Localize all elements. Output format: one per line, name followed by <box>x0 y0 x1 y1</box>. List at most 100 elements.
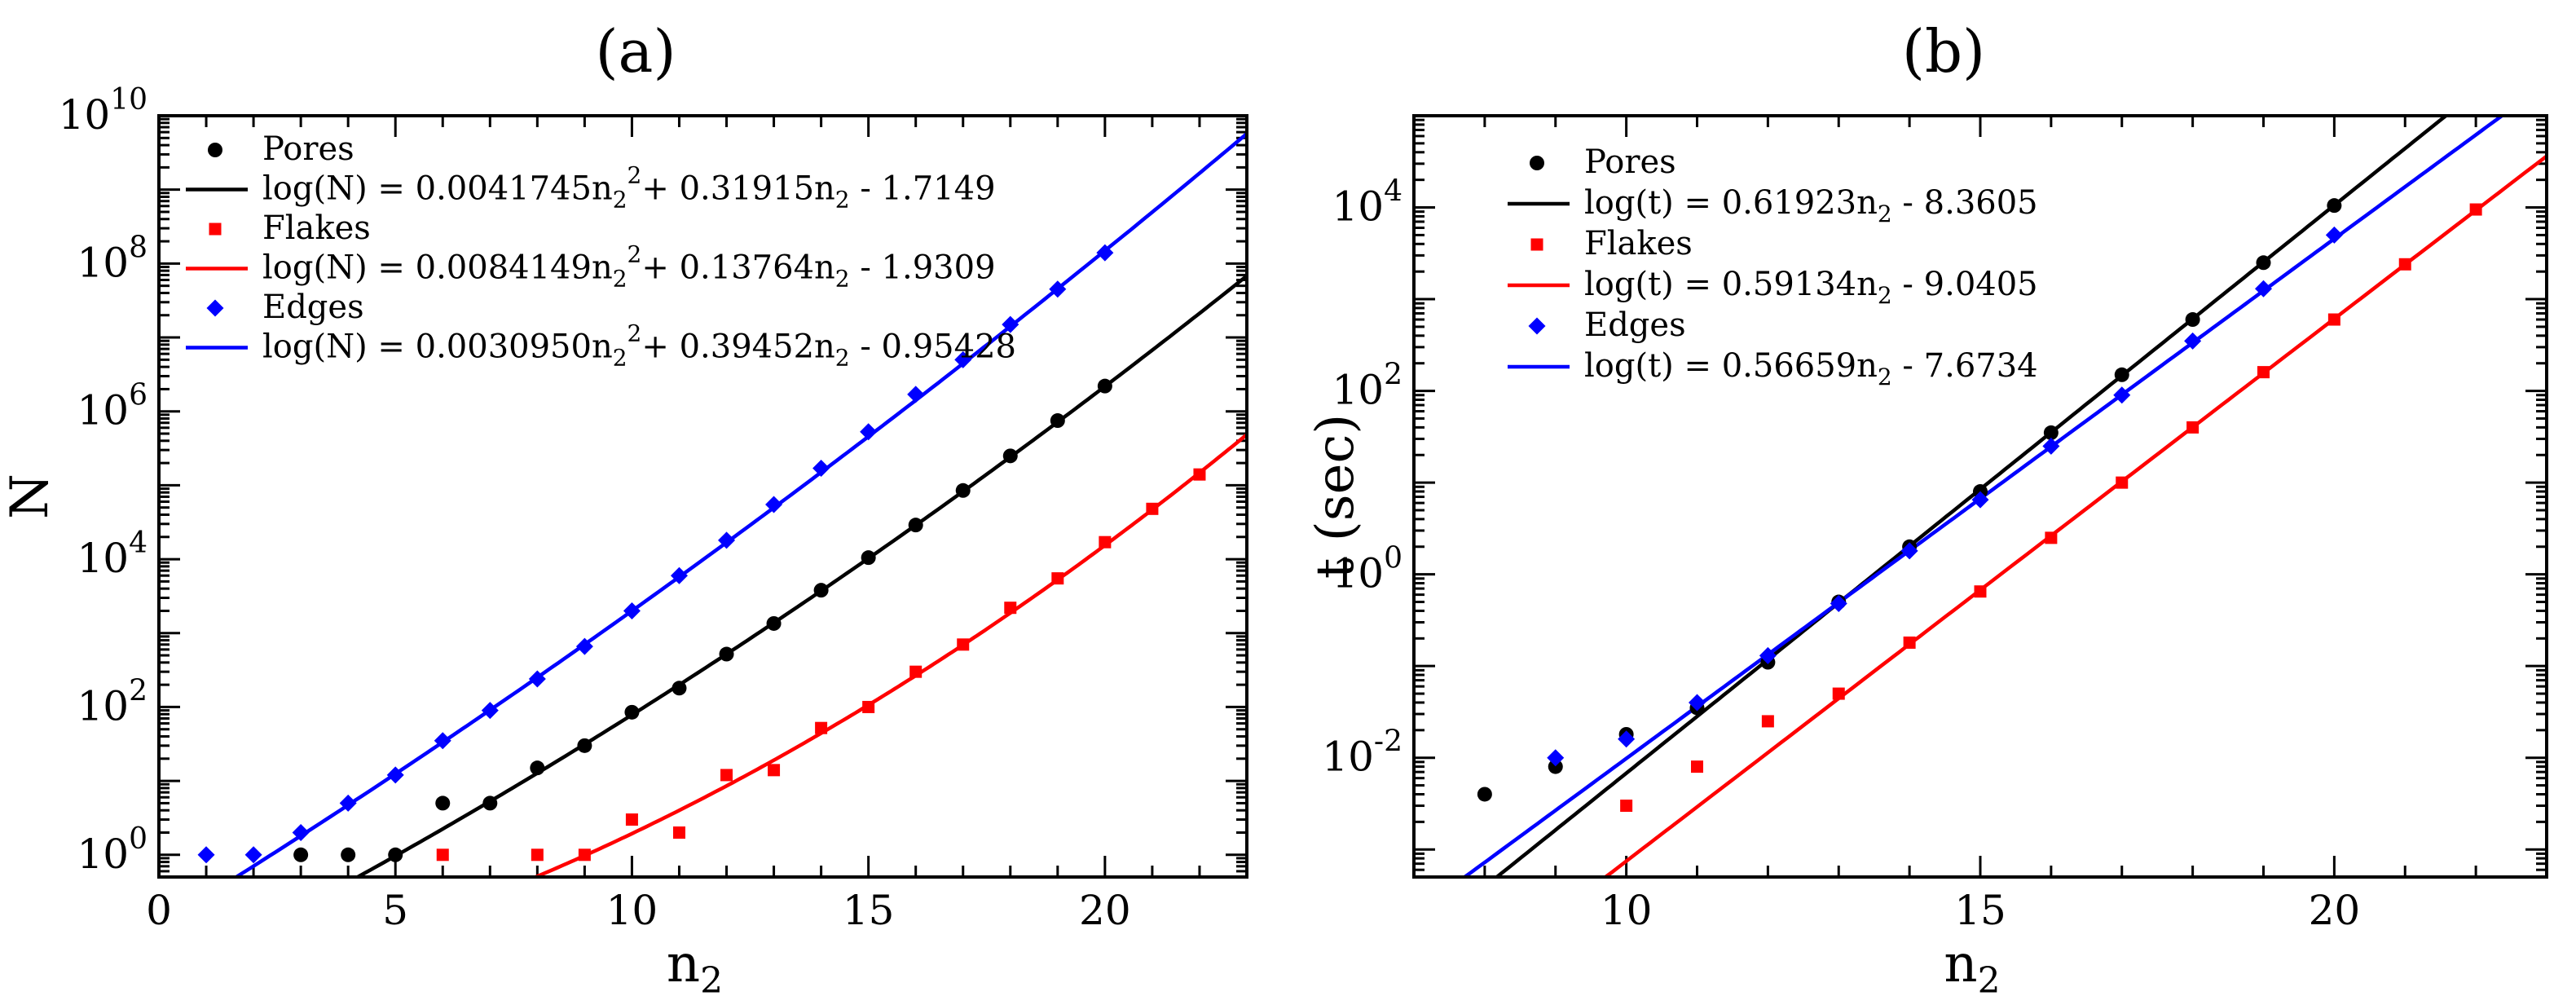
data-point-edges <box>954 350 972 368</box>
data-point-flakes <box>531 848 544 862</box>
data-point-edges <box>2113 386 2131 404</box>
data-point-pores <box>908 518 923 533</box>
data-point-flakes <box>909 665 923 678</box>
data-point-flakes <box>2186 421 2200 434</box>
x-tick-label: 5 <box>382 887 408 934</box>
data-point-flakes <box>1974 585 1987 598</box>
plot-area <box>1461 116 2547 877</box>
legend-fit-equation: log(t) = 0.61923n2 - 8.3605 <box>1584 184 2038 227</box>
legend-label: Edges <box>1584 306 1686 344</box>
data-point-pores <box>2043 425 2059 440</box>
data-point-flakes <box>672 826 685 839</box>
data-point-edges <box>907 386 925 403</box>
data-point-pores <box>766 615 782 631</box>
chart-panel-a: (a)0 5 10 15 201001021041061081010n2NPoreslo… <box>0 17 1248 996</box>
data-point-pores <box>1477 787 1492 802</box>
legend-label: Pores <box>1584 143 1676 181</box>
x-tick-label: 20 <box>2309 887 2361 934</box>
data-point-edges <box>575 637 593 655</box>
data-point-edges <box>1002 315 1019 333</box>
y-tick-label: 106 <box>77 379 148 434</box>
data-point-pores <box>530 760 545 776</box>
data-point-pores <box>813 583 829 598</box>
x-axis-label: n2 <box>1944 934 2000 996</box>
data-point-edges <box>1049 280 1067 298</box>
data-point-pores <box>2256 255 2271 271</box>
data-point-pores <box>955 483 971 498</box>
data-point-edges <box>2325 226 2343 244</box>
fit-line-pores <box>354 274 1247 877</box>
data-point-edges <box>1971 491 1989 509</box>
legend-fit-equation: log(N) = 0.0084149n22+ 0.13764n2 - 1.930… <box>262 241 996 293</box>
data-point-flakes <box>1903 636 1916 649</box>
data-point-pores <box>482 795 498 811</box>
data-point-edges <box>765 496 783 513</box>
x-axis-label: n2 <box>667 934 723 996</box>
data-point-edges <box>2042 437 2060 455</box>
data-point-edges <box>481 702 499 720</box>
y-tick-label: 100 <box>77 822 148 878</box>
data-point-edges <box>812 460 830 478</box>
legend-marker-flakes <box>1530 238 1543 251</box>
data-point-pores <box>719 646 734 662</box>
plot-frame <box>157 114 1248 879</box>
legend-marker-pores <box>1530 156 1544 170</box>
data-point-edges <box>1618 730 1636 748</box>
legend-marker-edges <box>1528 317 1546 335</box>
data-point-edges <box>339 794 357 812</box>
data-point-flakes <box>1099 535 1112 549</box>
data-point-pores <box>341 847 356 862</box>
data-point-flakes <box>1004 602 1017 615</box>
legend-label: Pores <box>262 130 354 168</box>
data-point-pores <box>293 847 309 862</box>
data-point-edges <box>670 566 688 584</box>
data-point-edges <box>434 732 451 750</box>
data-point-edges <box>292 823 310 841</box>
data-point-pores <box>624 704 640 720</box>
plot-area <box>197 132 1247 877</box>
data-point-edges <box>860 423 878 441</box>
data-point-flakes <box>862 700 875 713</box>
data-point-edges <box>244 846 262 864</box>
y-tick-label: 104 <box>77 527 148 582</box>
data-point-pores <box>2114 367 2129 382</box>
data-point-flakes <box>1832 687 1845 700</box>
data-point-flakes <box>1146 502 1159 515</box>
x-tick-label: 10 <box>606 887 658 934</box>
data-point-flakes <box>1691 760 1703 773</box>
data-point-pores <box>672 681 687 696</box>
data-point-edges <box>1096 244 1114 262</box>
legend-label: Flakes <box>262 209 371 247</box>
y-tick-label: 1010 <box>59 83 148 139</box>
x-tick-label: 10 <box>1601 887 1653 934</box>
x-tick-label: 20 <box>1079 887 1131 934</box>
data-point-pores <box>1050 413 1065 429</box>
data-point-pores <box>2327 198 2342 214</box>
plot-frame <box>1412 114 2548 879</box>
fit-line-flakes <box>531 433 1247 877</box>
fit-line-pores <box>1494 116 2449 877</box>
data-point-edges <box>1547 749 1565 767</box>
x-tick-label: 0 <box>146 887 172 934</box>
data-point-pores <box>388 847 403 862</box>
data-point-flakes <box>625 813 638 826</box>
data-point-pores <box>1002 448 1018 464</box>
data-point-pores <box>577 738 592 753</box>
data-point-flakes <box>2257 366 2270 379</box>
x-tick-label: 15 <box>1954 887 2006 934</box>
y-tick-label: 100 <box>1332 542 1402 597</box>
data-point-edges <box>528 670 546 688</box>
data-point-pores <box>1097 378 1112 394</box>
data-point-flakes <box>1193 468 1206 481</box>
legend-marker-edges <box>206 299 224 317</box>
data-point-edges <box>1689 694 1706 712</box>
data-point-edges <box>1900 542 1918 560</box>
data-point-flakes <box>436 848 449 862</box>
data-point-pores <box>861 550 876 566</box>
data-point-flakes <box>2327 313 2340 326</box>
data-point-flakes <box>2398 258 2411 271</box>
y-axis-label: N <box>0 474 60 519</box>
legend-fit-equation: log(N) = 0.0041745n22+ 0.31915n2 - 1.714… <box>262 162 996 214</box>
